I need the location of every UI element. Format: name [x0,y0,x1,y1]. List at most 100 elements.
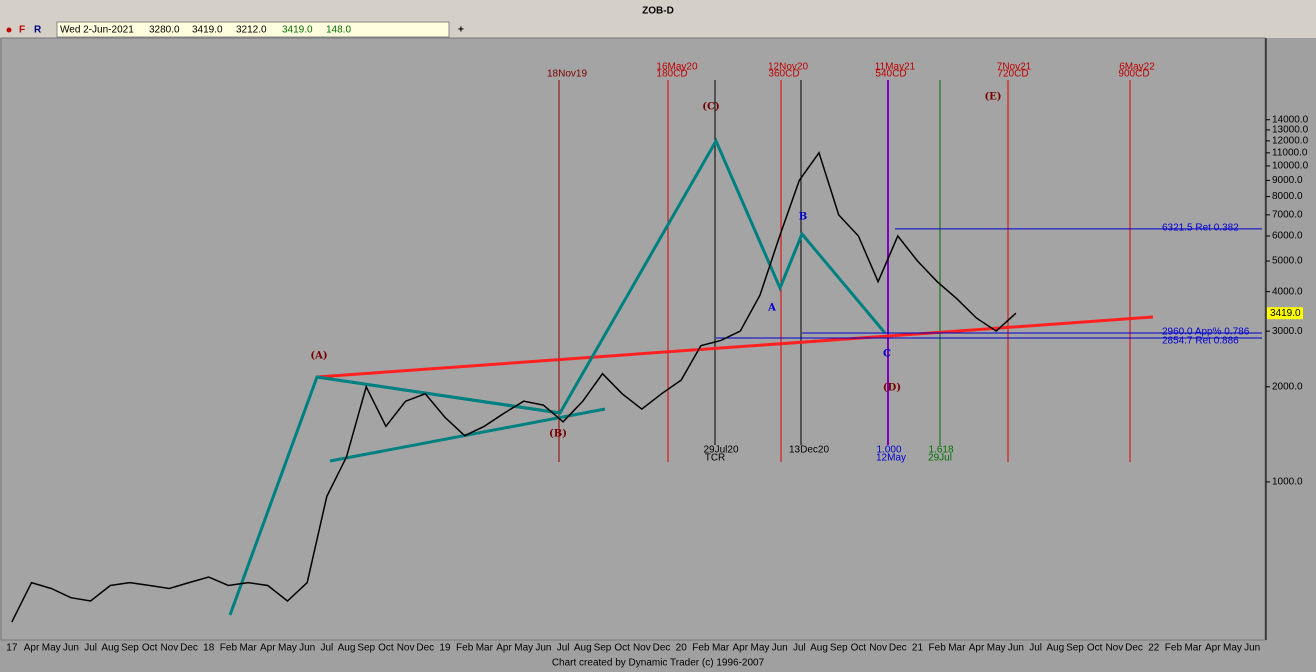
toolbar-button[interactable]: F [19,25,25,36]
y-tick-label: 10000.0 [1272,161,1309,172]
quote-change: 148.0 [326,25,351,36]
annotation: TCR [705,453,726,464]
y-tick-label: 8000.0 [1272,191,1303,202]
x-tick-label: May [1223,643,1242,654]
annotation: 29Jul20 [703,445,738,456]
x-tick-label: Sep [357,643,375,654]
y-tick-label: 11000.0 [1272,147,1308,158]
x-tick-label: May [514,643,533,654]
x-tick-label: Aug [810,643,828,654]
price-line [11,151,1017,623]
x-tick-label: Mar [476,643,494,654]
trend-line [316,315,1154,379]
x-tick-label: Feb [220,643,238,654]
x-tick-label: Oct [378,643,394,654]
x-tick-label: Aug [338,643,356,654]
window-title: ZOB-D [642,6,674,17]
annotation: (E) [984,92,1001,103]
x-tick-label: Feb [929,643,947,654]
annotation: 29Jul [928,453,952,464]
footer: Chart created by Dynamic Trader (c) 1996… [552,658,765,669]
x-tick-label: Jun [1244,643,1260,654]
x-tick-label: Sep [121,643,139,654]
x-tick-label: Nov [397,643,415,654]
x-tick-label: Dec [653,643,671,654]
x-tick-label: Sep [594,643,612,654]
x-tick-label: Dec [1125,643,1143,654]
quote-high: 3419.0 [192,25,223,36]
x-tick-label: Sep [1066,643,1084,654]
x-tick-label: Apr [24,643,40,654]
title-bar [0,0,1316,20]
annotation: 7Nov21 [997,62,1032,73]
x-tick-label: Jul [1029,643,1042,654]
annotation: 12Nov20 [768,62,808,73]
annotation: (D) [883,383,901,394]
x-tick-label: May [42,643,61,654]
x-tick-label: Jun [535,643,551,654]
x-tick-label: Apr [260,643,276,654]
x-tick-label: Oct [851,643,867,654]
x-tick-label: Jun [299,643,315,654]
quote-date: Wed 2-Jun-2021 [60,25,134,36]
level-label: 2960.0 App% 0.786 [1162,327,1250,338]
y-tick-label: 7000.0 [1272,210,1303,221]
add-button[interactable]: + [458,25,464,36]
x-tick-label: Jul [557,643,570,654]
annotation: 13Dec20 [789,445,829,456]
annotation: 1.000 [876,445,901,456]
annotation: 6May22 [1119,62,1155,73]
x-tick-label: Feb [456,643,474,654]
x-tick-label: Feb [1165,643,1183,654]
plot-area [0,37,1266,641]
y-tick-label: 1000.0 [1272,477,1303,488]
x-tick-label: Apr [969,643,985,654]
annotation: 360CD [768,69,799,80]
x-tick-label: Jul [320,643,333,654]
annotation: B [799,212,807,223]
annotation: 180CD [656,69,687,80]
x-tick-label: Jun [1008,643,1024,654]
annotation: 1.618 [928,445,953,456]
x-tick-label: 18 [203,643,215,654]
x-tick-label: Aug [1046,643,1064,654]
x-tick-label: Mar [712,643,730,654]
annotation: C [883,349,891,360]
annotation: (C) [702,102,719,113]
annotation: 11May21 [875,62,916,73]
quote-open: 3280.0 [149,25,180,36]
annotation: 16May20 [656,62,698,73]
annotation: (A) [310,351,327,362]
x-tick-label: Oct [142,643,158,654]
x-tick-label: Nov [1105,643,1123,654]
quote-close: 3419.0 [282,25,313,36]
y-tick-label: 14000.0 [1272,114,1309,125]
x-tick-label: May [278,643,297,654]
x-tick-label: Aug [574,643,592,654]
y-tick-label: 2000.0 [1272,381,1303,392]
x-tick-label: Dec [180,643,198,654]
x-tick-label: Jun [772,643,788,654]
level-label: 2854.7 Ret 0.886 [1162,336,1239,347]
x-tick-label: Aug [101,643,119,654]
annotation: A [767,303,776,314]
x-tick-label: Nov [160,643,178,654]
y-tick-label: 6000.0 [1272,231,1303,242]
annotation: 18Nov19 [547,69,587,80]
x-tick-label: 17 [6,643,18,654]
x-tick-label: 19 [439,643,451,654]
annotation: 540CD [875,69,906,80]
annotation: 720CD [997,69,1028,80]
annotation: 900CD [1118,69,1149,80]
x-tick-label: Mar [948,643,966,654]
drawings [228,80,1154,616]
toolbar-button[interactable]: R [34,25,42,36]
annotation: (B) [549,429,567,440]
y-tick-label: 13000.0 [1272,125,1309,136]
x-tick-label: Apr [1205,643,1221,654]
x-tick-label: Mar [239,643,257,654]
last-price-box [1267,307,1303,320]
dot [6,27,12,33]
y-tick-label: 12000.0 [1272,136,1309,147]
